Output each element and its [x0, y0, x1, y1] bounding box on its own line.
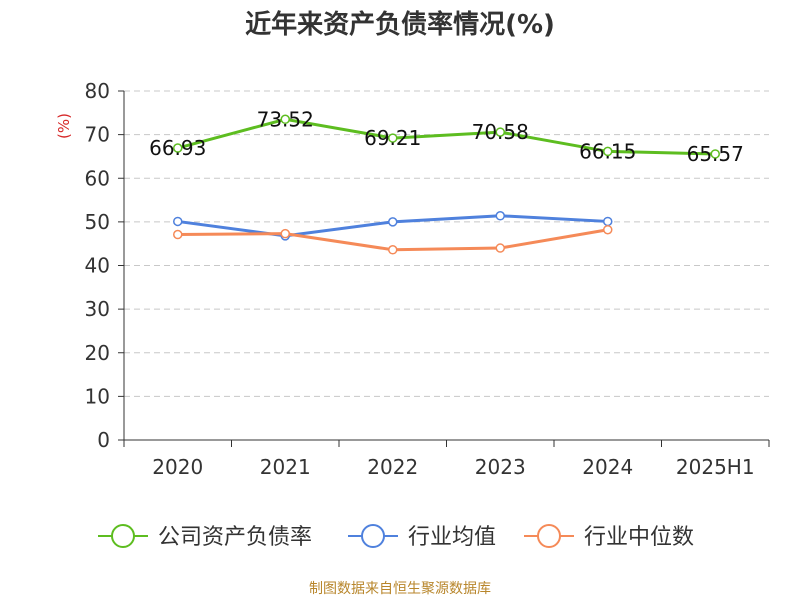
y-tick-label: 50 [85, 210, 110, 234]
y-tick-label: 0 [97, 428, 110, 452]
y-tick-label: 20 [85, 341, 110, 365]
data-point [388, 133, 398, 143]
y-tick-label: 70 [85, 123, 110, 147]
y-tick-label: 60 [85, 166, 110, 190]
x-tick-label: 2023 [475, 455, 526, 479]
data-point [603, 216, 613, 227]
x-tick-label: 2024 [582, 455, 633, 479]
data-source-footer: 制图数据来自恒生聚源数据库 [309, 581, 491, 597]
data-label: 65.57 [687, 142, 744, 166]
data-label: 70.58 [472, 120, 529, 144]
data-point [173, 143, 183, 153]
data-point [495, 127, 505, 137]
legend-label: 公司资产负债率 [158, 525, 312, 550]
data-label: 66.93 [149, 136, 206, 160]
data-point [495, 211, 505, 221]
series-line-1 [177, 117, 716, 156]
x-tick-label: 2025H1 [676, 455, 755, 479]
y-tick-label: 80 [85, 79, 110, 103]
data-point [495, 243, 505, 253]
y-axis-label: (%) [55, 113, 73, 139]
y-tick-label: 40 [85, 254, 110, 278]
legend-label: 行业均值 [408, 525, 496, 550]
data-point [173, 229, 183, 240]
data-point [280, 114, 290, 125]
legend-label: 行业中位数 [584, 525, 694, 550]
data-label: 73.52 [257, 107, 314, 131]
data-point [388, 217, 398, 227]
y-tick-label: 30 [85, 297, 110, 321]
y-tick-label: 10 [85, 384, 110, 408]
legend-marker [361, 524, 385, 548]
x-tick-label: 2020 [152, 455, 203, 479]
data-point [710, 149, 720, 159]
chart-title: 近年来资产负债率情况(%) [245, 10, 555, 40]
data-point [173, 216, 183, 227]
data-point [280, 228, 290, 239]
data-point [603, 146, 613, 157]
data-point [388, 245, 398, 255]
data-point [603, 224, 613, 235]
legend-marker [537, 524, 561, 548]
data-label: 69.21 [364, 126, 421, 150]
x-tick-label: 2021 [260, 455, 311, 479]
legend-marker [111, 524, 135, 548]
data-label: 66.15 [579, 139, 636, 163]
x-tick-label: 2022 [367, 455, 418, 479]
